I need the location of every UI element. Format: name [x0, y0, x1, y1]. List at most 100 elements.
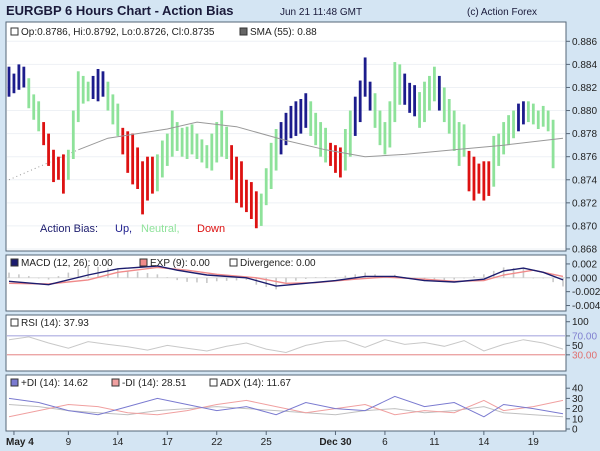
price-bar [259, 193, 263, 226]
divergence-bar [354, 274, 357, 278]
price-bar [447, 99, 451, 134]
price-bar [101, 71, 105, 97]
x-tick-label: 14 [112, 437, 124, 448]
action-bias-neutral: Neutral, [141, 223, 180, 235]
price-bar [378, 110, 382, 146]
price-bar [334, 145, 337, 173]
x-tick-label: Dec 30 [319, 437, 352, 448]
price-bar [388, 101, 392, 148]
price-bar [185, 126, 189, 159]
sma-line [78, 121, 564, 158]
y-tick-label: 0.870 [572, 221, 597, 232]
price-bar [220, 110, 224, 157]
price-bar [190, 124, 194, 155]
minus-di-legend: -DI (14): 28.51 [122, 378, 187, 389]
y-tick-label: 20 [572, 404, 584, 415]
y-tick-label: 10 [572, 414, 584, 425]
x-tick-label: 11 [429, 437, 440, 448]
x-tick-label: 9 [66, 437, 72, 448]
y-tick-label: 0.872 [572, 198, 597, 209]
y-tick-label: 30.00 [572, 350, 597, 361]
price-bar [294, 101, 298, 136]
rsi-panel-bg [5, 314, 567, 372]
price-bar [304, 93, 308, 128]
price-bar [205, 145, 209, 169]
price-bar [309, 101, 313, 136]
price-bar [502, 122, 506, 155]
sma-legend-swatch [239, 27, 248, 36]
price-bar [165, 133, 169, 166]
price-bar [47, 133, 50, 166]
divergence-bar [27, 276, 30, 278]
price-bar [339, 147, 342, 178]
price-bar [269, 142, 273, 189]
price-bar [7, 66, 11, 97]
price-bar [507, 115, 510, 146]
divergence-bar [126, 270, 129, 278]
y-tick-label: 0.878 [572, 129, 597, 140]
price-bar [551, 119, 555, 169]
divergence-bar [206, 277, 208, 283]
price-bar [358, 80, 362, 123]
rsi-line [8, 336, 564, 354]
y-tick-label: 0.000 [572, 273, 597, 284]
price-bar [408, 82, 412, 113]
price-bar [62, 154, 65, 194]
price-bar [383, 122, 387, 155]
price-bar [368, 81, 372, 111]
price-bar [42, 122, 46, 146]
y-tick-label: 50 [572, 341, 584, 352]
price-bar [131, 133, 135, 185]
y-tick-label: 0.884 [572, 60, 597, 71]
divergence-bar [117, 269, 119, 278]
minus-di-legend-swatch [111, 378, 120, 387]
divergence-legend-swatch [229, 258, 238, 267]
divergence-bar [502, 267, 505, 278]
price-bar [180, 127, 184, 157]
divergence-legend: Divergence: 0.00 [240, 258, 316, 269]
price-bar [91, 75, 95, 99]
price-bar [512, 110, 515, 139]
price-bar [437, 75, 441, 111]
sma-line-lead [8, 149, 79, 181]
price-bar [497, 133, 501, 166]
x-tick-label: May 4 [6, 437, 34, 448]
price-bar [536, 110, 540, 129]
price-bar [477, 163, 481, 194]
divergence-bar [18, 274, 20, 278]
divergence-bar [562, 277, 564, 287]
y-tick-label: 0.868 [572, 245, 597, 256]
price-bar [141, 161, 144, 215]
y-tick-label: 100 [572, 317, 589, 328]
divergence-bar [334, 276, 337, 278]
price-bar [324, 127, 327, 163]
price-bar [398, 64, 402, 105]
price-bar [155, 154, 159, 192]
price-bar [432, 66, 436, 102]
price-bar [210, 133, 214, 171]
x-tick-label: 6 [382, 437, 388, 448]
price-bar [319, 122, 323, 157]
price-bar [235, 156, 238, 203]
y-tick-label: 0.880 [572, 106, 597, 117]
price-bar [546, 110, 550, 132]
chart-copyright: (c) Action Forex [467, 7, 537, 18]
price-bar [373, 93, 377, 128]
adx-legend: ADX (14): 11.67 [220, 378, 291, 389]
divergence-bar [196, 277, 198, 283]
divergence-bar [532, 277, 535, 279]
price-bar [472, 156, 476, 201]
divergence-bar [37, 277, 40, 279]
divergence-bar [8, 272, 10, 278]
y-tick-label: 0.876 [572, 152, 597, 163]
price-bar [353, 96, 357, 136]
price-bar [526, 101, 530, 123]
price-bar [245, 179, 248, 213]
price-bar [106, 81, 110, 111]
divergence-bar [107, 267, 109, 278]
divergence-bar [215, 277, 218, 282]
divergence-bar [304, 277, 307, 279]
price-bar [57, 156, 60, 180]
price-bar [452, 110, 456, 151]
